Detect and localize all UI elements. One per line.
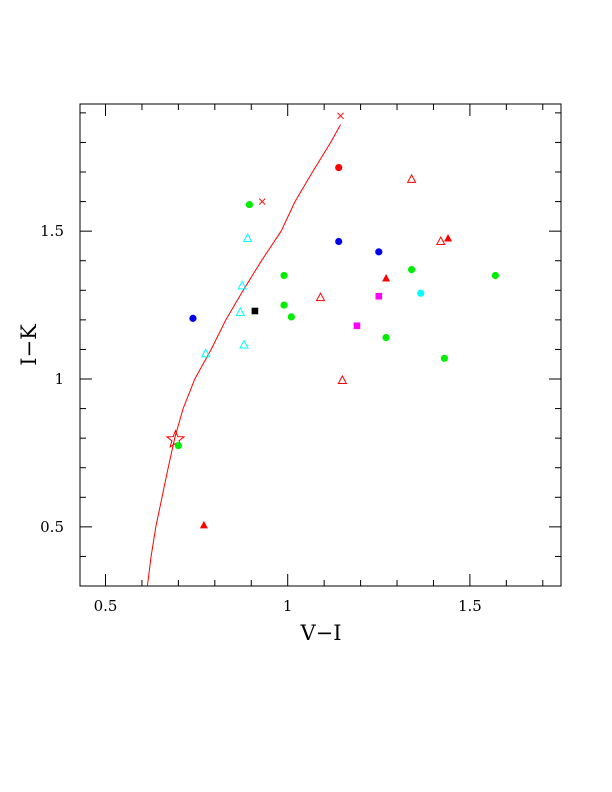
- data-point-square: [251, 307, 259, 315]
- data-point-square: [353, 322, 361, 330]
- data-point-circle: [280, 271, 288, 280]
- data-point-circle: [440, 354, 448, 362]
- x-tick-label-2: 1.5: [458, 597, 482, 615]
- y-tick-label-0: 0.5: [40, 518, 64, 536]
- data-point-open-triangle: [237, 280, 247, 290]
- curve-cross-marker: [337, 112, 344, 120]
- data-point-triangle: [199, 520, 208, 529]
- axis-ticks: [80, 104, 561, 587]
- data-point-open-triangle: [337, 374, 348, 384]
- data-point-open-triangle: [235, 306, 246, 316]
- model-curve: [146, 112, 344, 587]
- y-tick-label-1: 1: [54, 370, 64, 388]
- data-point-triangle: [444, 234, 453, 242]
- curve-line: [146, 124, 341, 587]
- curve-cross-marker: [258, 198, 266, 205]
- data-point-circle: [375, 248, 383, 256]
- x-axis-title: V−I: [299, 621, 341, 645]
- data-point-open-triangle: [315, 292, 326, 302]
- data-point-circle: [189, 314, 197, 322]
- data-point-triangle: [382, 273, 391, 282]
- data-point-open-triangle: [435, 235, 446, 246]
- data-point-open-triangle: [242, 232, 253, 243]
- data-point-circle: [287, 313, 295, 321]
- data-point-circle: [407, 265, 416, 274]
- data-point-square: [375, 292, 383, 300]
- y-tick-label-2: 1.5: [40, 222, 64, 240]
- data-point-circle: [335, 163, 343, 172]
- data-point-circle: [280, 301, 288, 309]
- data-point-circle: [417, 289, 425, 297]
- data-point-open-triangle: [406, 173, 417, 183]
- data-points: [174, 163, 500, 529]
- x-tick-label-0: 0.5: [94, 597, 118, 615]
- data-point-circle: [174, 441, 182, 450]
- y-axis-title: I−K: [17, 324, 41, 366]
- x-tick-label-1: 1: [283, 597, 293, 615]
- data-point-circle: [382, 334, 390, 342]
- plot-frame: [79, 103, 562, 587]
- data-point-open-triangle: [200, 348, 211, 358]
- data-point-open-triangle: [239, 339, 249, 349]
- data-point-circle: [491, 271, 500, 280]
- data-point-circle: [335, 237, 343, 246]
- tick-labels: 0.5 1 1.5 0.5 1 1.5: [40, 222, 482, 615]
- data-point-circle: [245, 200, 254, 209]
